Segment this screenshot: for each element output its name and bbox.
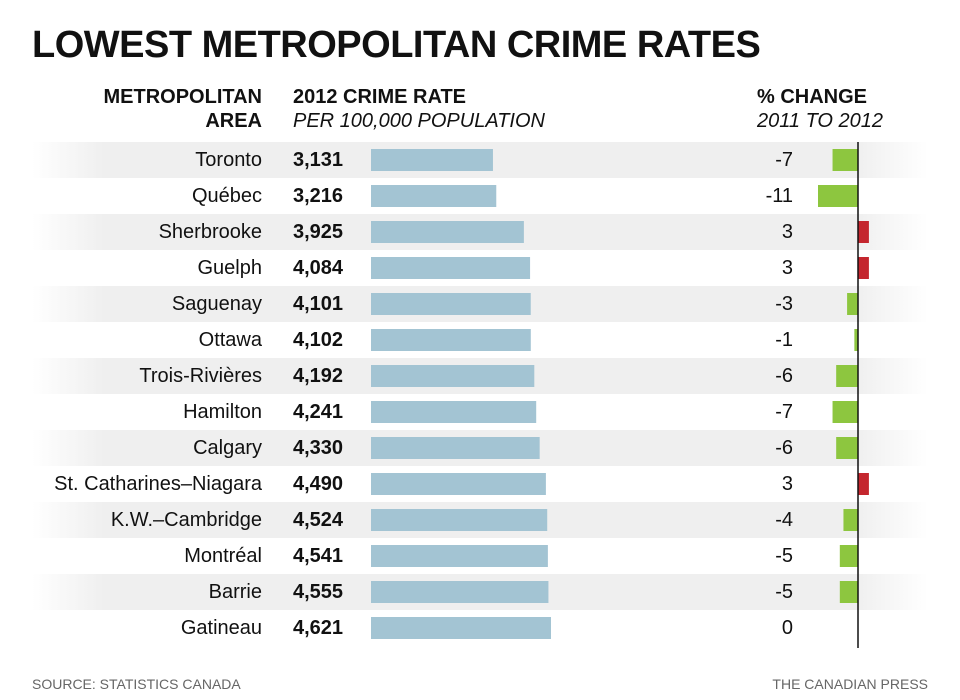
area-label: Saguenay <box>171 293 262 315</box>
change-value-label: 3 <box>781 221 793 243</box>
rate-bar <box>371 437 540 459</box>
table-row: Barrie 4,555 -5 <box>0 574 960 610</box>
change-value-label: -5 <box>775 581 793 603</box>
change-value-label: -4 <box>775 509 793 531</box>
rate-value-label: 4,621 <box>293 617 344 639</box>
rate-header-line1: 2012 CRIME RATE <box>293 86 467 108</box>
rate-bar <box>371 293 531 315</box>
rate-value-label: 4,330 <box>293 437 344 459</box>
area-label: Toronto <box>195 149 262 171</box>
change-bar <box>847 293 858 315</box>
table-row: Gatineau 4,621 0 <box>0 610 960 646</box>
rate-value-label: 4,555 <box>293 581 344 603</box>
change-bar <box>843 509 858 531</box>
area-header-line1: METROPOLITAN <box>103 86 262 108</box>
rate-bar <box>371 329 531 351</box>
change-header: % CHANGE 2011 TO 2012 <box>757 85 883 133</box>
rate-value-label: 4,541 <box>293 545 344 567</box>
rate-header: 2012 CRIME RATE PER 100,000 POPULATION <box>293 85 545 133</box>
table-row: Québec 3,216 -11 <box>0 178 960 214</box>
table-row: Hamilton 4,241 -7 <box>0 394 960 430</box>
table-row: St. Catharines–Niagara 4,490 3 <box>0 466 960 502</box>
change-bar <box>858 257 869 279</box>
rate-value-label: 3,131 <box>293 149 344 171</box>
rate-value-label: 3,216 <box>293 185 344 207</box>
rate-bar <box>371 149 493 171</box>
change-bar <box>836 437 858 459</box>
area-label: K.W.–Cambridge <box>110 509 262 531</box>
area-label: Sherbrooke <box>158 221 262 243</box>
area-label: Barrie <box>208 581 262 603</box>
change-bar <box>854 329 858 351</box>
rate-value-label: 4,102 <box>293 329 344 351</box>
rate-bar <box>371 581 549 603</box>
change-value-label: -7 <box>775 149 793 171</box>
change-header-line2: 2011 TO 2012 <box>757 110 884 132</box>
rate-value-label: 3,925 <box>293 221 344 243</box>
change-bar <box>858 221 869 243</box>
area-label: Hamilton <box>183 401 262 423</box>
rate-value-label: 4,241 <box>293 401 344 423</box>
area-label: Guelph <box>197 257 263 279</box>
change-bar <box>839 545 858 567</box>
area-label: St. Catharines–Niagara <box>54 473 262 495</box>
rate-bar <box>371 365 535 387</box>
rate-value-label: 4,524 <box>293 509 344 531</box>
change-value-label: 3 <box>781 473 793 495</box>
rate-value-label: 4,084 <box>293 257 344 279</box>
change-value-label: -3 <box>775 293 793 315</box>
rate-value-label: 4,101 <box>293 293 344 315</box>
change-value-label: -5 <box>775 545 793 567</box>
change-value-label: 3 <box>781 257 793 279</box>
rate-bar <box>371 221 524 243</box>
rate-bar <box>371 545 548 567</box>
change-value-label: -6 <box>775 365 793 387</box>
change-value-label: 0 <box>781 617 793 639</box>
rate-header-line2: PER 100,000 POPULATION <box>293 110 545 132</box>
change-bar <box>858 473 869 495</box>
change-bar <box>832 149 858 171</box>
change-bar <box>818 185 858 207</box>
rate-bar <box>371 257 531 279</box>
rate-bar <box>371 401 537 423</box>
table-row: Guelph 4,084 3 <box>0 250 960 286</box>
area-header: METROPOLITAN AREA <box>103 85 262 133</box>
table-row: Ottawa 4,102 -1 <box>0 322 960 358</box>
area-label: Ottawa <box>198 329 262 351</box>
rate-bar <box>371 617 551 639</box>
source-note: SOURCE: STATISTICS CANADA <box>32 676 241 692</box>
table-row: Montréal 4,541 -5 <box>0 538 960 574</box>
area-header-line2: AREA <box>205 110 262 132</box>
area-label: Trois-Rivières <box>139 365 262 387</box>
change-bar <box>839 581 858 603</box>
area-label: Montréal <box>184 545 262 567</box>
rate-value-label: 4,490 <box>293 473 344 495</box>
credit-note: THE CANADIAN PRESS <box>772 676 928 692</box>
change-value-label: -7 <box>775 401 793 423</box>
change-value-label: -1 <box>775 329 793 351</box>
change-value-label: -11 <box>765 185 793 207</box>
change-bar <box>832 401 858 423</box>
area-label: Québec <box>191 185 262 207</box>
rate-bar <box>371 473 546 495</box>
rate-bar <box>371 185 497 207</box>
area-label: Calgary <box>193 437 262 459</box>
rate-bar <box>371 509 548 531</box>
change-value-label: -6 <box>775 437 793 459</box>
rate-value-label: 4,192 <box>293 365 344 387</box>
area-label: Gatineau <box>180 617 262 639</box>
chart-title: LOWEST METROPOLITAN CRIME RATES <box>32 24 761 66</box>
change-bar <box>836 365 858 387</box>
change-header-line1: % CHANGE <box>757 86 868 108</box>
